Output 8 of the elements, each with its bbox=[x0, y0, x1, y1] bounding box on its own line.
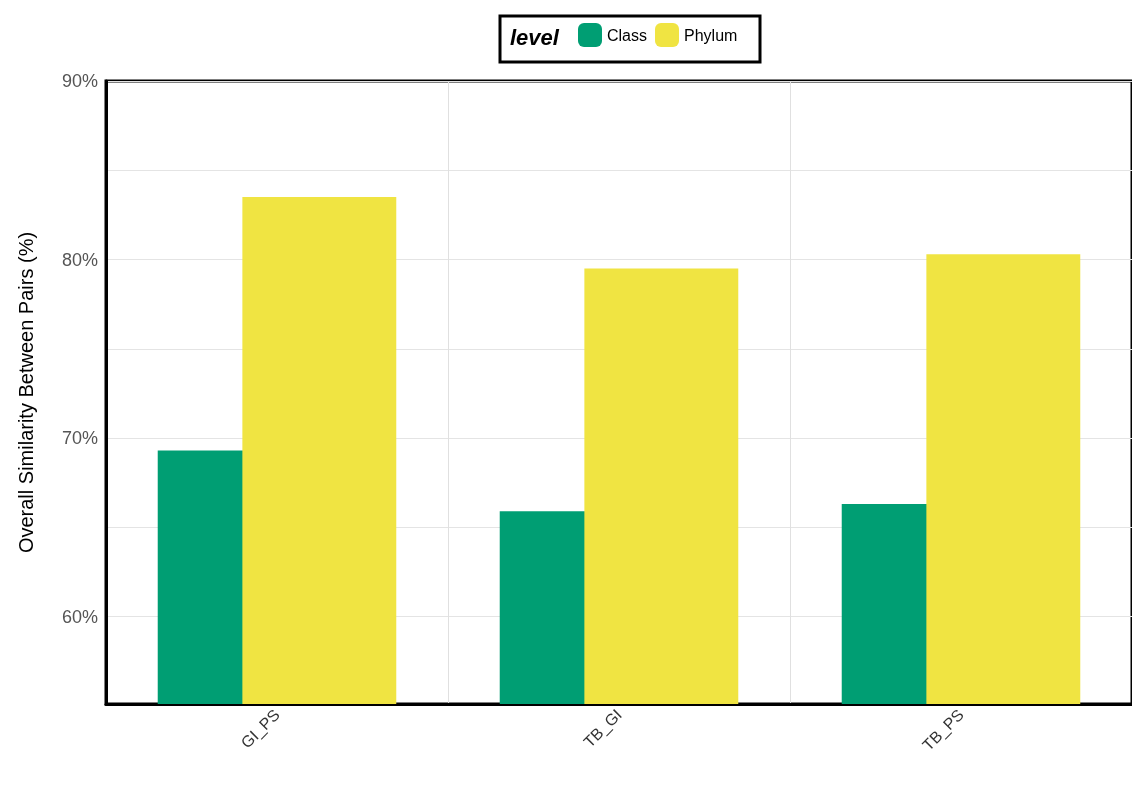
y-tick-label: 80% bbox=[61, 249, 98, 270]
legend-label: Class bbox=[607, 26, 648, 44]
y-tick-label: 60% bbox=[61, 606, 98, 627]
y-tick-label: 70% bbox=[61, 428, 98, 449]
y-tick-label: 90% bbox=[61, 71, 98, 91]
legend-label: Phylum bbox=[684, 26, 738, 44]
legend-title: level bbox=[510, 24, 560, 50]
y-axis-title: Overall Similarity Between Pairs (%) bbox=[15, 231, 37, 554]
